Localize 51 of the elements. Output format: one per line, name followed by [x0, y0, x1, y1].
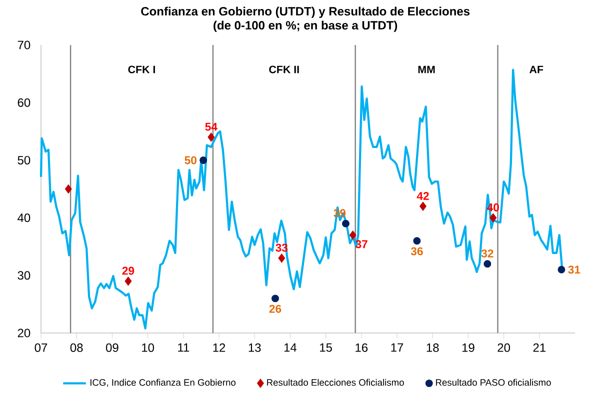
data-label: 36 [410, 247, 423, 256]
point [278, 254, 286, 263]
chart-subtitle: (de 0-100 en %; en base a UTDT) [214, 20, 398, 32]
x-tick-label: 15 [320, 343, 332, 352]
y-tick-label: 20 [18, 328, 30, 338]
point [124, 276, 132, 286]
data-label: 54 [205, 122, 218, 131]
chart-title: Confianza en Gobierno (UTDT) y Resultado de Elecciones [141, 6, 470, 18]
x-tick-label: 11 [178, 343, 190, 352]
point [342, 220, 350, 228]
point [490, 213, 497, 222]
point [413, 237, 421, 245]
point [272, 294, 279, 302]
x-tick-label: 14 [284, 343, 297, 352]
y-tick-label: 30 [18, 271, 30, 280]
point [420, 202, 426, 211]
annotation: MM [418, 66, 435, 74]
y-tick-label: 50 [18, 156, 30, 164]
point [558, 266, 566, 274]
annotation: CFK II [269, 66, 299, 74]
point [484, 260, 492, 268]
x-tick-label: 09 [106, 343, 118, 352]
x-tick-label: 12 [213, 343, 226, 352]
data-label: 26 [269, 304, 282, 313]
data-label: 50 [184, 156, 196, 164]
data-label: 31 [568, 266, 580, 274]
data-label: 32 [481, 249, 494, 258]
x-tick-label: 19 [462, 343, 474, 352]
point [349, 230, 356, 240]
data-label: 42 [416, 192, 429, 200]
legend-label: Resultado Elecciones Oficialismo [267, 378, 404, 386]
x-tick-label: 18 [426, 343, 439, 352]
point [64, 184, 72, 194]
y-tick-label: 70 [18, 40, 30, 50]
x-tick-label: 10 [142, 343, 154, 352]
legend-label: Resultado PASO oficialismo [436, 378, 551, 386]
data-label: 29 [122, 266, 134, 275]
x-tick-label: 20 [498, 343, 510, 352]
y-tick-label: 60 [18, 98, 30, 107]
x-tick-label: 21 [533, 343, 546, 352]
x-tick-label: 13 [248, 343, 261, 352]
x-tick-label: 08 [70, 343, 83, 352]
point [200, 156, 208, 164]
x-tick-label: 16 [356, 343, 368, 352]
annotation: CFK I [128, 66, 155, 74]
x-tick-label: 07 [34, 343, 48, 352]
point [208, 132, 215, 142]
x-tick-label: 17 [391, 343, 404, 352]
y-tick-label: 40 [18, 214, 30, 222]
legend-label: ICG, Indice Confianza En Gobierno [90, 378, 236, 387]
annotation: AF [530, 66, 544, 74]
